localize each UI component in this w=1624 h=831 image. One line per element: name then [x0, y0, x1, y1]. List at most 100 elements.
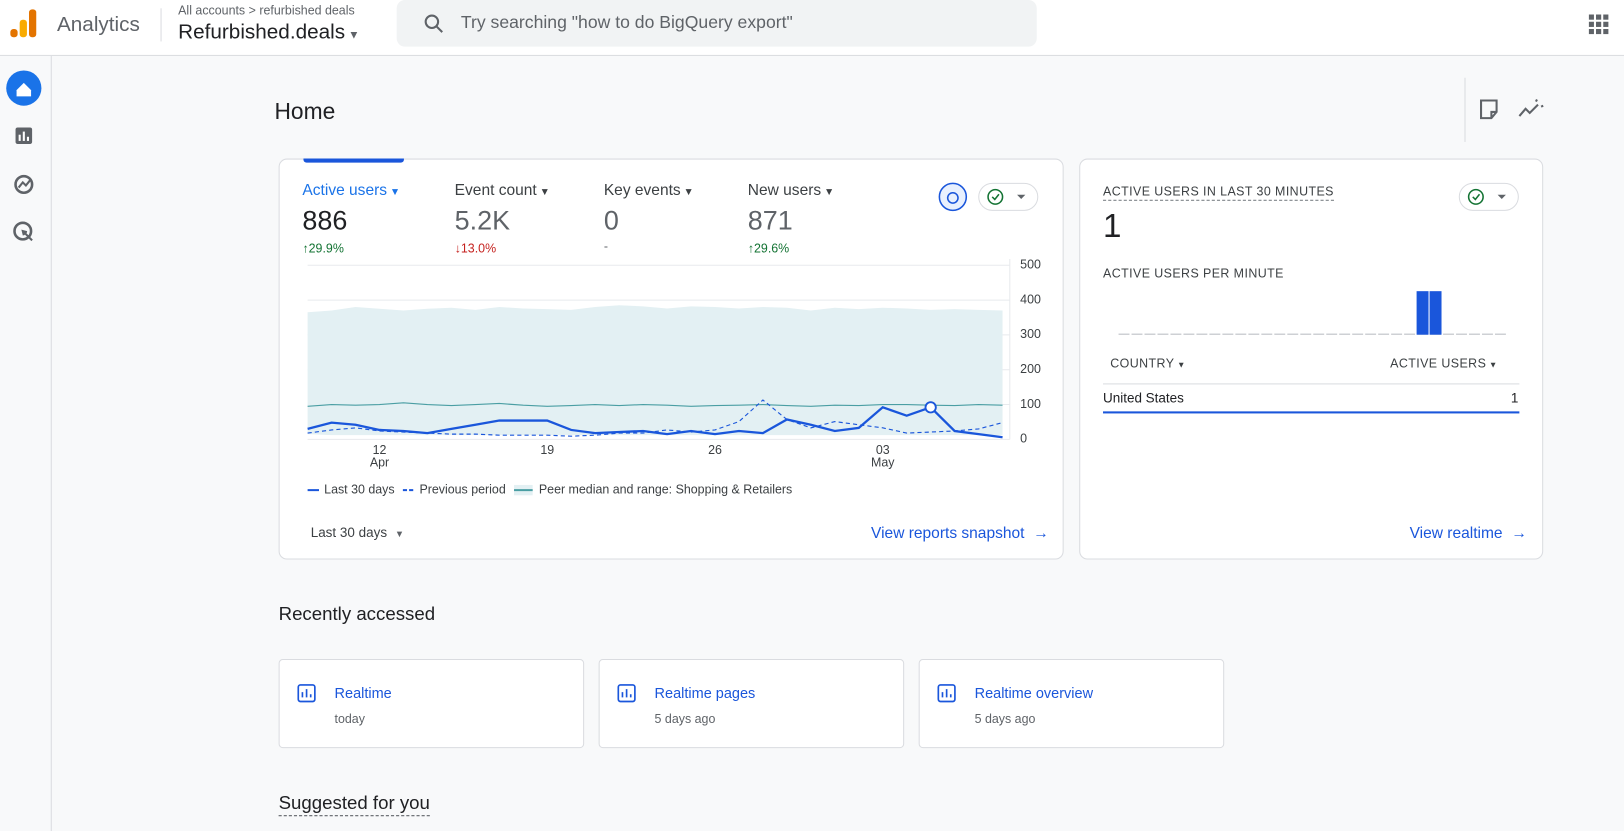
metric-value: 871: [747, 204, 793, 236]
notes-icon[interactable]: [1480, 99, 1498, 120]
breadcrumb-item[interactable]: refurbished deals: [259, 2, 355, 18]
metric-change: -: [603, 239, 608, 254]
date-range-selector[interactable]: Last 30 days ▼: [311, 525, 404, 541]
recent-name[interactable]: Realtime overview: [974, 684, 1094, 702]
nav-explore[interactable]: [14, 174, 34, 195]
metric-name[interactable]: Active users: [302, 181, 388, 199]
sort-arrow: ▼: [1174, 360, 1186, 370]
highlight-point: [924, 401, 937, 414]
search-placeholder[interactable]: Try searching "how to do BigQuery export…: [460, 12, 793, 32]
apps-icon[interactable]: [1588, 14, 1609, 35]
metric-label[interactable]: New users ▼: [748, 181, 835, 200]
y-tick-label: 500: [1020, 259, 1041, 271]
logo-bar: [28, 9, 37, 38]
recent-when: today: [334, 711, 365, 727]
metric-name[interactable]: Key events: [603, 181, 681, 199]
selected-tab-indicator: [303, 158, 404, 163]
breadcrumb-item[interactable]: All accounts: [178, 2, 246, 18]
chevron: >: [248, 2, 256, 18]
y-tick-label: 100: [1020, 397, 1041, 411]
property-selector[interactable]: Refurbished.deals ▼: [178, 20, 359, 45]
divider: [160, 8, 162, 42]
legend-label: Peer median and range: Shopping & Retail…: [539, 482, 792, 496]
realtime-actions: [1458, 182, 1519, 211]
series-line: [307, 402, 1003, 407]
legend-label: Previous period: [419, 482, 505, 496]
logo-bar: [19, 19, 27, 38]
report-icon: [297, 684, 316, 703]
change-value: 29.6%: [753, 241, 790, 256]
page-title: Home: [274, 98, 336, 125]
icon-part: [26, 136, 29, 141]
arrow-up: ↑: [747, 241, 754, 256]
recent-name[interactable]: Realtime: [334, 684, 392, 702]
header-text[interactable]: COUNTRY: [1110, 356, 1175, 371]
card-actions: [938, 182, 1039, 212]
logo-bar: [10, 29, 18, 38]
nav-icons: [6, 70, 42, 242]
x-tick-label: 12: [373, 443, 387, 457]
search-box[interactable]: [396, 0, 1037, 47]
row-share-bar: [1103, 411, 1520, 414]
x-tick-label: 03: [876, 443, 890, 457]
dropdown-arrow: ▼: [821, 186, 835, 198]
bar: [1416, 291, 1429, 335]
table-rule: [1103, 383, 1520, 385]
property-name[interactable]: Refurbished.deals: [178, 20, 346, 44]
metric-value: 886: [302, 204, 348, 236]
recent-card[interactable]: [278, 659, 585, 749]
recent-name[interactable]: Realtime pages: [654, 684, 756, 702]
benchmark-button[interactable]: [938, 182, 968, 212]
x-tick-sublabel: Apr: [370, 455, 389, 469]
table-header[interactable]: COUNTRY ▼: [1110, 356, 1185, 371]
icon-part: [1588, 14, 1609, 35]
y-tick-label: 400: [1020, 292, 1041, 306]
search-icon: [424, 14, 443, 33]
divider: [1464, 77, 1466, 142]
insights-icon[interactable]: [1518, 99, 1544, 117]
snapshot-link[interactable]: View reports snapshot →: [871, 524, 1049, 543]
icon-part: [18, 134, 21, 141]
bar-chart: [1118, 291, 1506, 335]
icon-part: [22, 131, 25, 141]
metric-name[interactable]: New users: [747, 181, 822, 199]
dropdown-arrow: ▼: [345, 29, 360, 42]
bar: [1429, 291, 1442, 335]
x-tick-label: 19: [540, 443, 554, 457]
icon-part: [991, 193, 1000, 201]
icon-part: [16, 82, 32, 97]
icon-part: [987, 188, 1004, 205]
header-text[interactable]: ACTIVE USERS: [1390, 356, 1487, 371]
metric-change: ↑29.6%: [748, 241, 789, 256]
metric-label[interactable]: Key events ▼: [604, 181, 694, 200]
dropdown-arrow: [1497, 194, 1506, 199]
date-range[interactable]: Last 30 days: [310, 524, 388, 541]
table-header[interactable]: ACTIVE USERS ▼: [1390, 356, 1497, 371]
breadcrumb[interactable]: All accounts > refurbished deals: [178, 3, 355, 18]
table-cell: United States: [1103, 389, 1184, 406]
toolbar-icons: [1480, 99, 1544, 120]
link-text[interactable]: View reports snapshot: [871, 524, 1025, 542]
dropdown-arrow: ▼: [536, 186, 550, 198]
range-band: [307, 305, 1003, 436]
icon-part: [1467, 188, 1484, 205]
link-text[interactable]: View realtime: [1409, 524, 1503, 542]
recent-card[interactable]: [918, 659, 1225, 749]
metric-label[interactable]: Event count ▼: [455, 181, 550, 200]
x-tick-sublabel: May: [871, 455, 895, 469]
metric-name[interactable]: Event count: [454, 181, 537, 199]
metric-change: ↑29.9%: [302, 241, 343, 256]
arrow-icon: →: [1502, 524, 1527, 542]
logo: [10, 9, 37, 38]
dropdown-arrow: [1017, 194, 1026, 199]
realtime-link[interactable]: View realtime →: [1410, 524, 1527, 543]
section-title: Suggested for you: [278, 792, 430, 816]
metric-label[interactable]: Active users ▼: [302, 181, 400, 200]
realtime-value: 1: [1103, 207, 1122, 245]
bar-chart-title: ACTIVE USERS PER MINUTE: [1103, 266, 1284, 281]
nav-advertising[interactable]: [13, 221, 33, 241]
dropdown-arrow: ▼: [387, 528, 405, 540]
recent-card[interactable]: [598, 659, 905, 749]
